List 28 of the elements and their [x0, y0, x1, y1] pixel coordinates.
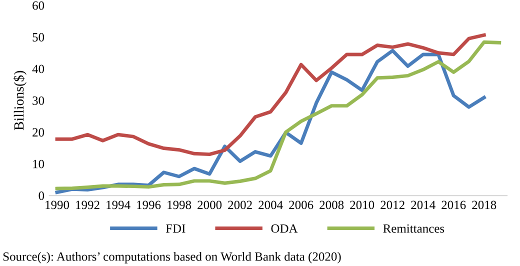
source-note: Source(s): Authors’ computations based on World Bank data (2020) — [3, 252, 341, 264]
y-tick-label: 40 — [32, 64, 44, 74]
x-tick-label: 2006 — [289, 200, 314, 210]
y-tick-label: 50 — [32, 33, 44, 42]
x-tick-label: 2008 — [320, 200, 344, 210]
y-tick-label: 10 — [33, 160, 44, 168]
legend-label: FDI — [166, 224, 186, 233]
x-tick-label: 2018 — [472, 200, 496, 210]
x-tick-label: 2000 — [198, 200, 222, 210]
x-tick-label: 2014 — [411, 200, 436, 210]
y-tick-label: 0 — [38, 192, 44, 200]
y-tick-label: 60 — [32, 1, 44, 10]
legend-label: ODA — [271, 224, 298, 233]
x-tick-label: 1992 — [76, 200, 100, 210]
x-tick-label: 1994 — [106, 200, 130, 210]
y-tick-label: 30 — [32, 96, 44, 105]
line-series — [55, 33, 486, 156]
x-tick-label: 1998 — [168, 200, 192, 210]
x-tick-label: 2004 — [258, 200, 283, 210]
x-tick-label: 2016 — [442, 200, 466, 210]
x-tick-label: 2012 — [380, 200, 404, 210]
legend-label: Remittances — [383, 224, 444, 233]
y-axis-title: Billions($) — [13, 70, 26, 130]
x-tick-label: 1996 — [137, 200, 161, 210]
x-tick-label: 2010 — [350, 200, 374, 210]
x-tick-label: 1990 — [46, 200, 70, 210]
y-tick-label: 20 — [32, 128, 44, 137]
x-tick-label: 2002 — [228, 200, 252, 210]
